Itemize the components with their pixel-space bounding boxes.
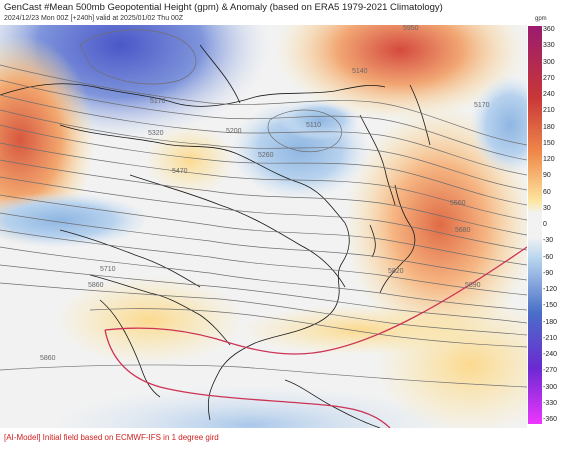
colorbar-tick-label: 330 [543, 42, 555, 50]
colorbar-tick-label: -270 [543, 367, 558, 375]
contour-label: 5680 [455, 227, 471, 234]
colorbar-tick-label: 360 [543, 26, 555, 33]
colorbar-tick-label: 150 [543, 139, 555, 147]
contour-label: 5320 [148, 130, 164, 137]
contour-label: 5110 [306, 122, 321, 129]
reference-contour-lower [104, 329, 391, 428]
positive-anomaly-central [145, 125, 235, 195]
contour-label: 5470 [172, 168, 188, 175]
colorbar-tick-label: 60 [543, 188, 551, 196]
colorbar-unit: gpm [535, 16, 547, 22]
positive-anomaly-india [55, 275, 245, 365]
colorbar-tick-label: 210 [543, 107, 555, 115]
contour-label: 5170 [474, 102, 490, 109]
colorbar-tick-label: 300 [543, 58, 555, 66]
negative-anomaly-south [50, 385, 450, 428]
colorbar-tick-label: 0 [543, 221, 547, 228]
colorbar-tick-label: -30 [543, 237, 554, 245]
colorbar-tick-label: 30 [543, 204, 551, 212]
height-contours [0, 29, 527, 388]
contour-label: 5860 [88, 282, 104, 289]
reference-contour-upper [104, 246, 527, 355]
footer-note: [AI-Model] Initial field based on ECMWF-… [4, 433, 219, 442]
contour-label: 5560 [450, 200, 466, 207]
colorbar-tick-label: -360 [543, 416, 558, 423]
colorbar-tick-label: -300 [543, 383, 558, 391]
colorbar-tick-label: 270 [543, 74, 555, 82]
contour-label: 5200 [226, 128, 242, 135]
colorbar-tick-label: -210 [543, 334, 558, 342]
contour-label: 5820 [388, 268, 404, 275]
chart-title: GenCast #Mean 500mb Geopotential Height … [4, 2, 443, 13]
colorbar-ticks: 360 330 300 270 240 210 180 150 120 90 60 30 0 -30 -60… [543, 26, 562, 424]
colorbar-tick-label: -240 [543, 351, 558, 358]
colorbar-tick-label: -150 [543, 302, 558, 310]
colorbar-tick-label: -330 [543, 399, 558, 407]
contour-label: 5860 [40, 355, 56, 362]
anomaly-map: 5170 5320 5200 5110 5140 5470 5170 5260 … [0, 25, 527, 428]
contour-label: 5950 [403, 25, 419, 32]
contour-label: 5260 [258, 152, 274, 159]
contour-label: 5710 [100, 266, 116, 273]
chart-subtitle: 2024/12/23 Mon 00Z [+240h] valid at 2025… [4, 15, 184, 22]
contour-label: 5890 [465, 282, 481, 289]
colorbar [528, 26, 542, 424]
colorbar-tick-label: 120 [543, 156, 555, 163]
colorbar-tick-label: -90 [543, 269, 554, 277]
map-panel: 5170 5320 5200 5110 5140 5470 5170 5260 … [0, 25, 527, 428]
positive-anomaly-northeast [275, 25, 525, 120]
contour-label: 5170 [150, 98, 166, 105]
colorbar-tick-label: 240 [543, 91, 555, 98]
colorbar-tick-label: 180 [543, 123, 555, 131]
contour-label: 5140 [352, 68, 368, 75]
negative-anomaly-west [0, 192, 150, 248]
colorbar-tick-label: -60 [543, 253, 554, 261]
coastlines [0, 44, 431, 428]
colorbar-tick-label: -180 [543, 318, 558, 326]
colorbar-tick-label: 90 [543, 172, 551, 180]
positive-anomaly-south [240, 305, 480, 355]
positive-anomaly-japan [345, 105, 527, 345]
colorbar-tick-label: -120 [543, 286, 558, 293]
